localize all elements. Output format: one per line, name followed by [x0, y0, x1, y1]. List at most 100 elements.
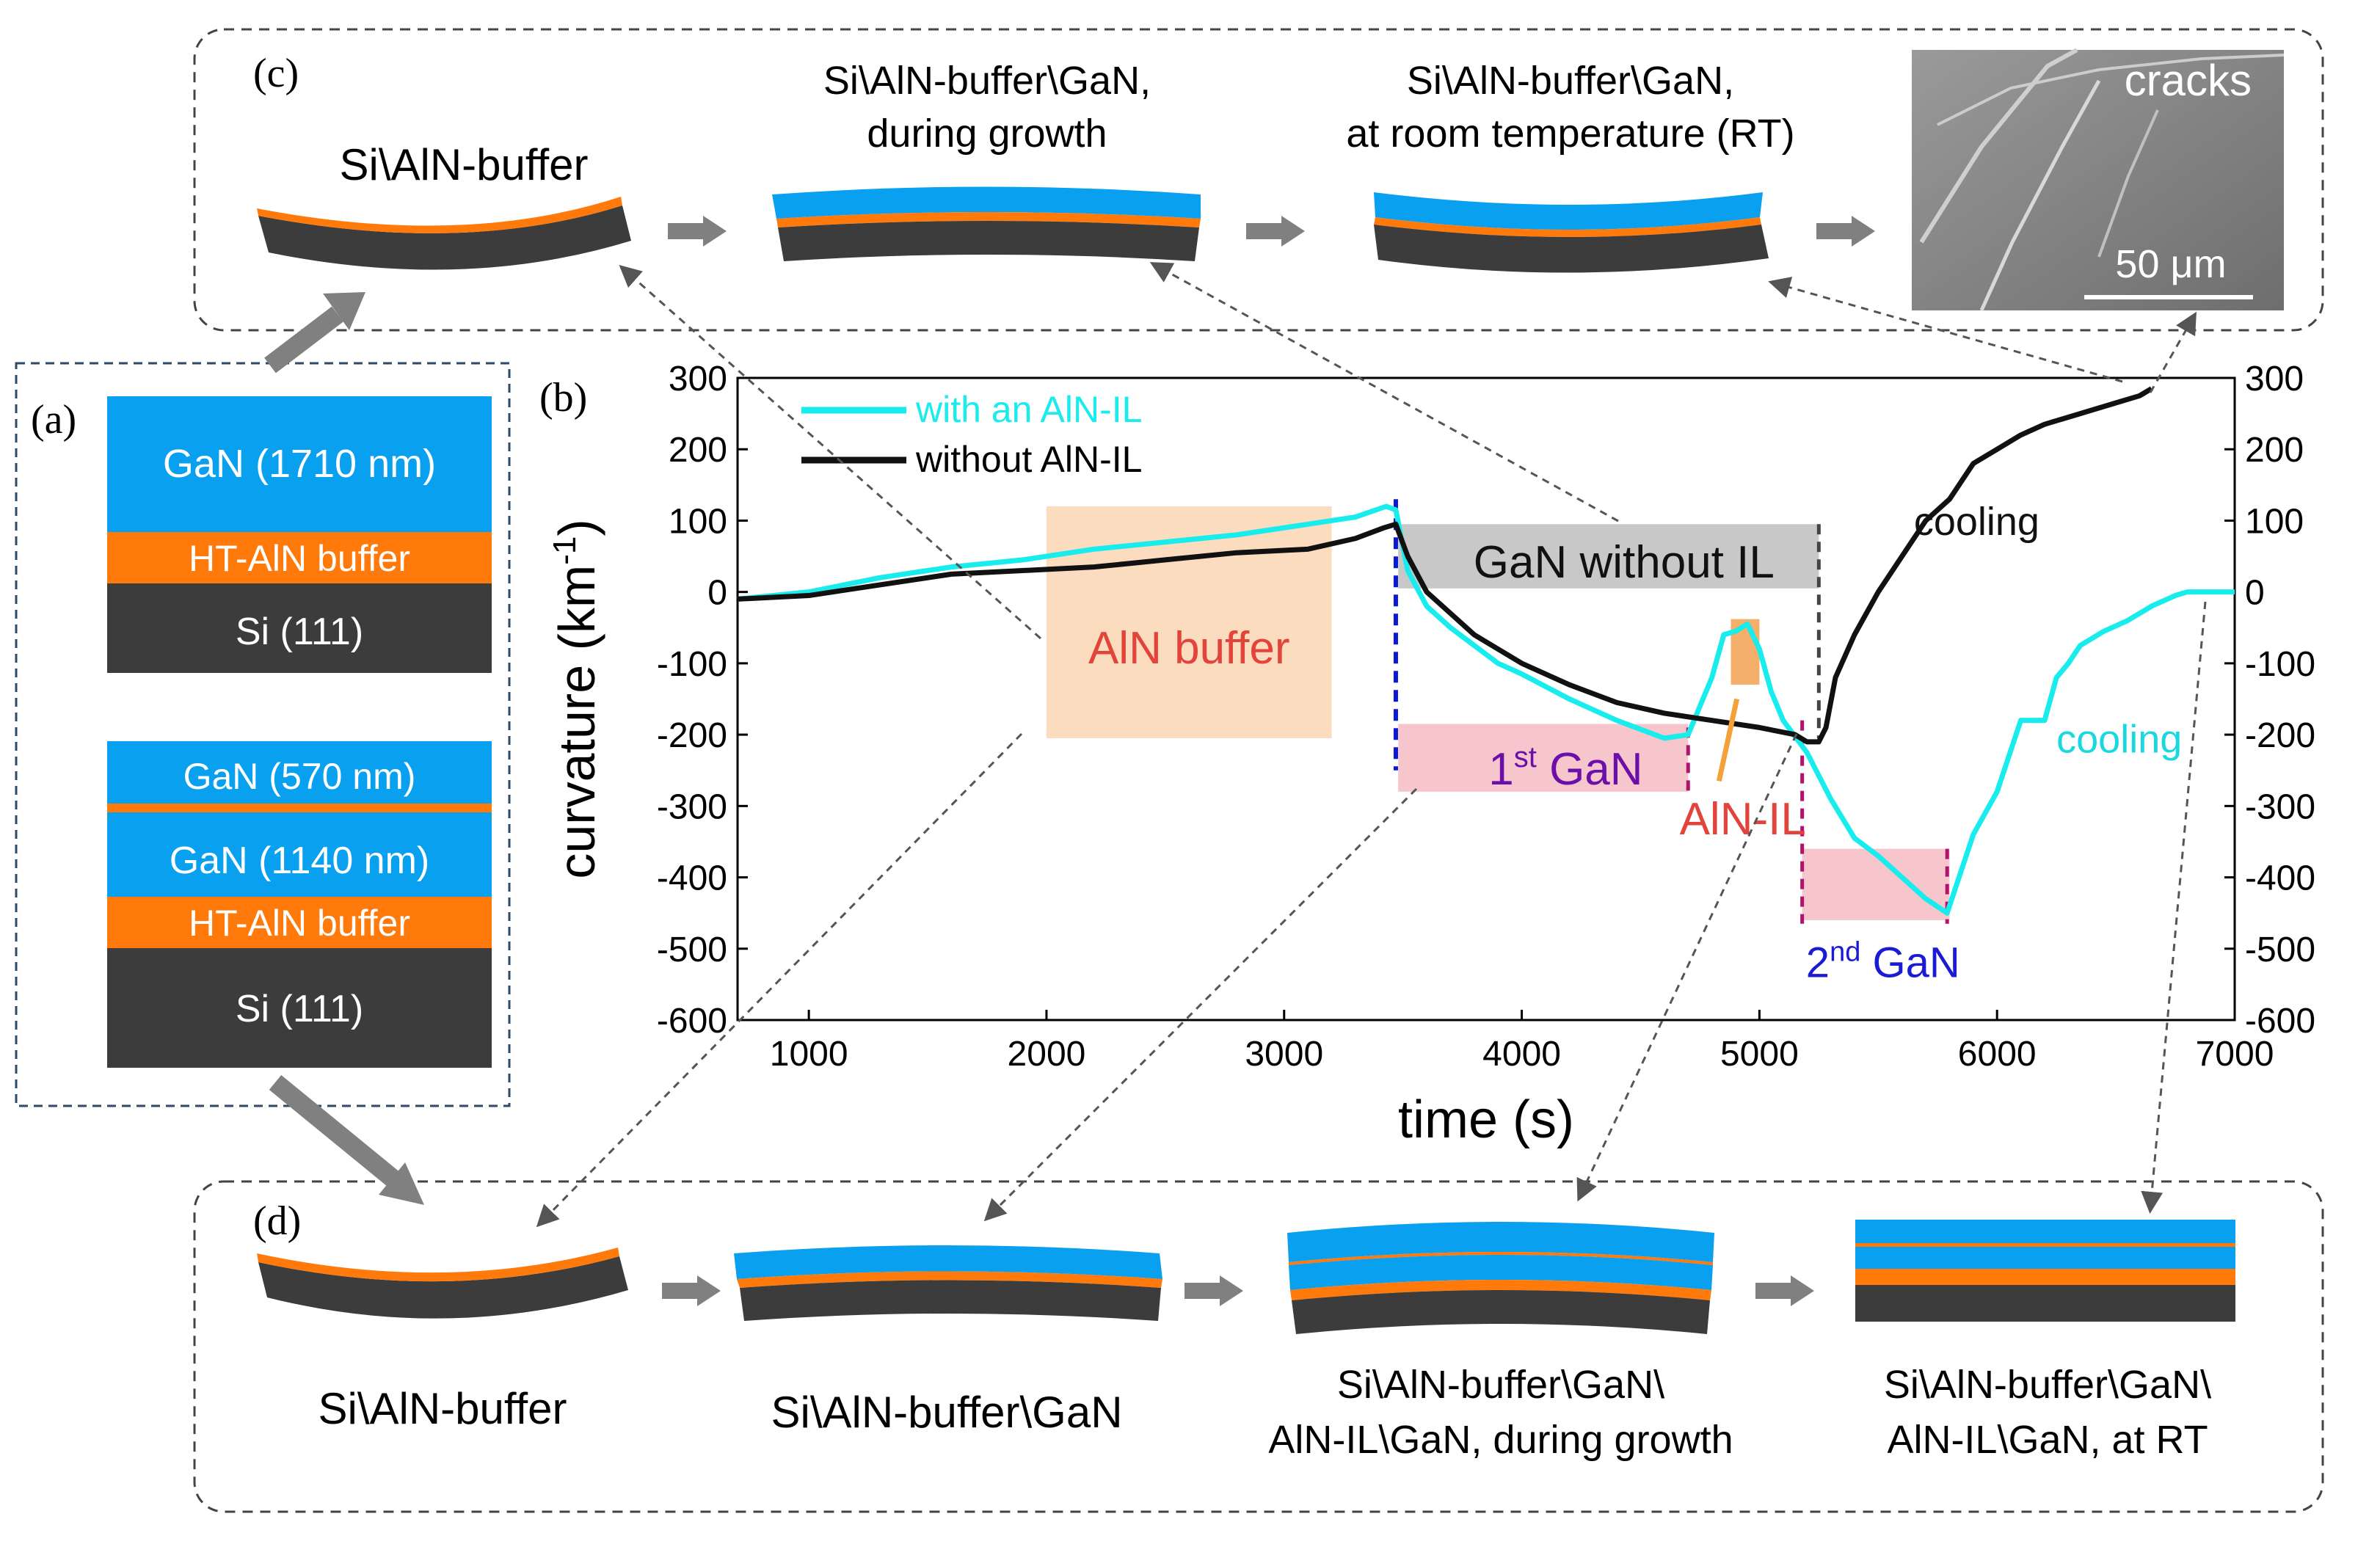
panel-label-b: (b) [539, 375, 587, 420]
aln-buffer-region [1046, 506, 1332, 738]
y-tick-label-right: 200 [2245, 431, 2304, 470]
layer-stack-1: GaN (1710 nm) HT-AlN buffer Si (111) [107, 396, 492, 673]
y-tick-label-right: -300 [2245, 787, 2315, 826]
second-gan-region [1802, 848, 1950, 920]
series-line-without-il [737, 386, 2153, 745]
d-step3-label-2: AlN-IL\GaN, during growth [1268, 1418, 1733, 1462]
series-line-with-il [737, 503, 2235, 916]
panel-label-a: (a) [31, 397, 76, 443]
y-tick-label-right: -400 [2245, 859, 2315, 898]
c-step-arrow-1 [668, 216, 727, 247]
aln-il-label: AlN-IL [1680, 794, 1806, 845]
wafer-c3 [1374, 192, 1769, 273]
y-tick-label: -400 [657, 859, 727, 898]
arrow-a-to-d [269, 1074, 424, 1205]
gan-without-il-region [1398, 524, 1819, 589]
plot-frame [736, 376, 2236, 1022]
connector-c2 [1149, 262, 1619, 522]
wafer-c1 [257, 197, 631, 270]
x-axis-label: time (s) [1398, 1090, 1574, 1149]
y-tick-label: -300 [657, 787, 727, 826]
legend-label: with an AlN-IL [915, 389, 1142, 430]
connector-d4 [2141, 601, 2207, 1214]
stack1-aln-layer [107, 532, 492, 583]
stack1-gan-label: GaN (1710 nm) [163, 442, 436, 486]
y-tick-label: 200 [669, 431, 727, 470]
legend-label: without AlN-IL [915, 439, 1142, 480]
c-step-arrow-3 [1816, 216, 1875, 247]
y-tick-label: -600 [657, 1002, 727, 1041]
stack1-si-label: Si (111) [236, 611, 363, 653]
sem-cracks-label: cracks [2125, 56, 2252, 105]
y-tick-label-right: 100 [2245, 502, 2304, 541]
connector-c1 [619, 265, 1041, 640]
y-tick-label: -100 [657, 645, 727, 684]
stack2-si-layer [107, 948, 492, 1068]
x-tick-label: 2000 [1008, 1035, 1086, 1074]
connector-d3 [1576, 733, 1798, 1202]
c-step2-label-1: Si\AlN-buffer\GaN, [823, 59, 1151, 103]
sem-crack-image: cracks 50 μm [1912, 48, 2285, 312]
d-step2-label: Si\AlN-buffer\GaN [771, 1388, 1122, 1437]
connector-d1 [536, 732, 1023, 1228]
stack2-gan-top-label: GaN (570 nm) [183, 756, 416, 797]
sem-scale-label: 50 μm [2115, 242, 2226, 286]
wafer-d3 [1287, 1222, 1714, 1334]
arrow-a-to-c [264, 292, 365, 374]
stack2-gan-mid-layer [107, 812, 492, 897]
stack1-si-layer [107, 583, 492, 673]
c-step3-label-2: at room temperature (RT) [1346, 112, 1794, 156]
x-tick-label: 6000 [1958, 1035, 2037, 1074]
d-step4-label-1: Si\AlN-buffer\GaN\ [1884, 1363, 2211, 1407]
second-gan-label: 2nd GaN [1806, 937, 1960, 987]
aln-buffer-label: AlN buffer [1088, 623, 1290, 674]
panel-c-frame [193, 28, 2324, 332]
y-tick-label-right: -600 [2245, 1002, 2315, 1041]
d-step1-label: Si\AlN-buffer [318, 1384, 567, 1433]
layer-stack-2: GaN (570 nm) GaN (1140 nm) HT-AlN buffer… [107, 741, 492, 1068]
y-tick-label: -200 [657, 716, 727, 755]
x-tick-label: 4000 [1482, 1035, 1561, 1074]
d-step4-label-2: AlN-IL\GaN, at RT [1887, 1418, 2208, 1462]
panel-a-frame [15, 362, 511, 1107]
d-step-arrow-2 [1184, 1275, 1243, 1306]
c-step-arrow-2 [1246, 216, 1305, 247]
x-tick-label: 3000 [1245, 1035, 1323, 1074]
y-tick-label-right: 300 [2245, 360, 2304, 398]
stack2-si-label: Si (111) [236, 988, 363, 1030]
stack2-il-layer [107, 804, 492, 812]
stack2-gan-top-layer [107, 741, 492, 804]
stack2-aln-label: HT-AlN buffer [189, 903, 410, 944]
panel-label-d: (d) [253, 1198, 301, 1244]
y-tick-label-right: -500 [2245, 931, 2315, 969]
y-tick-label-right: 0 [2245, 574, 2265, 613]
stack1-aln-label: HT-AlN buffer [189, 538, 410, 579]
wafer-d4 [1855, 1220, 2235, 1322]
c-step1-label: Si\AlN-buffer [339, 140, 588, 189]
panel-label-c: (c) [253, 51, 299, 96]
aln-il-pointer [1716, 698, 1740, 782]
y-tick-label-right: -100 [2245, 645, 2315, 684]
connector-arrows [536, 262, 2207, 1228]
gan-without-il-label: GaN without IL [1474, 537, 1775, 588]
wafer-d2 [734, 1245, 1162, 1321]
wafer-c2 [772, 186, 1201, 261]
y-tick-label: 300 [669, 360, 727, 398]
y-tick-label: 100 [669, 502, 727, 541]
x-tick-label: 5000 [1720, 1035, 1799, 1074]
c-step2-label-2: during growth [867, 112, 1107, 156]
y-axis-label: curvature (km-1) [547, 519, 605, 878]
x-tick-label: 7000 [2196, 1035, 2274, 1074]
y-tick-label-right: -200 [2245, 716, 2315, 755]
stack1-gan-layer [107, 396, 492, 532]
cooling-label-with-il: cooling [2056, 717, 2182, 761]
d-step3-label-1: Si\AlN-buffer\GaN\ [1337, 1363, 1664, 1407]
connector-c4 [2149, 311, 2197, 393]
d-step-arrow-3 [1755, 1275, 1814, 1306]
wafer-d1 [257, 1248, 628, 1319]
cooling-label-without-il: cooling [1914, 500, 2039, 544]
first-gan-label: 1st GaN [1488, 741, 1642, 795]
connector-d2 [983, 787, 1418, 1222]
stack2-gan-mid-label: GaN (1140 nm) [170, 840, 430, 882]
